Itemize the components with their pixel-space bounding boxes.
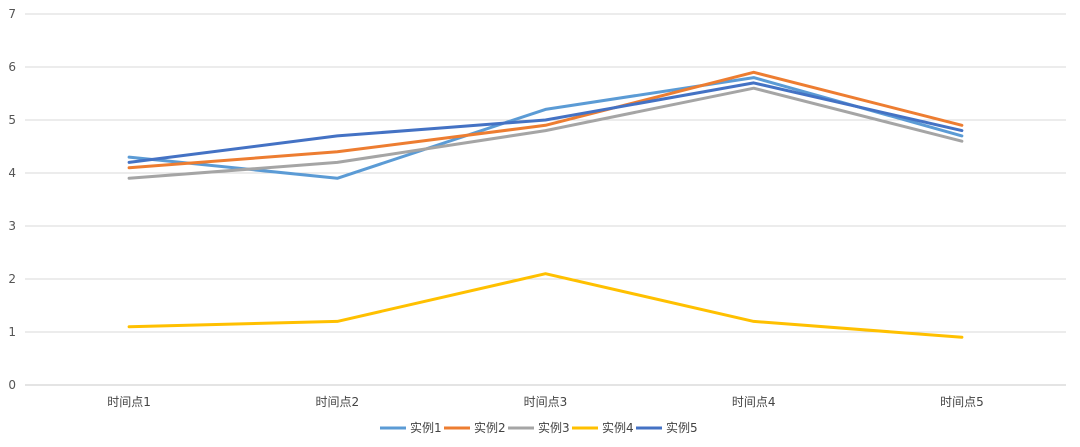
- legend-item-5[interactable]: 实例5: [636, 420, 698, 435]
- x-tick-label: 时间点5: [940, 395, 984, 409]
- x-tick-label: 时间点4: [732, 395, 776, 409]
- legend: 实例1 实例2 实例3 实例4 实例5: [380, 420, 698, 435]
- y-tick-label: 1: [8, 325, 16, 339]
- x-axis-ticks: 时间点1 时间点2 时间点3 时间点4 时间点5: [107, 395, 983, 409]
- legend-label: 实例3: [538, 420, 570, 435]
- y-tick-label: 0: [8, 378, 16, 392]
- legend-item-2[interactable]: 实例2: [444, 420, 506, 435]
- legend-item-3[interactable]: 实例3: [508, 420, 570, 435]
- legend-label: 实例1: [410, 420, 442, 435]
- series-line-3: [127, 86, 964, 180]
- legend-item-1[interactable]: 实例1: [380, 420, 442, 435]
- y-tick-label: 5: [8, 113, 16, 127]
- gridlines: [25, 13, 1066, 386]
- y-tick-label: 7: [8, 7, 16, 21]
- y-tick-label: 2: [8, 272, 16, 286]
- series-line-4: [127, 272, 964, 339]
- legend-label: 实例4: [602, 420, 634, 435]
- series-lines: [127, 70, 964, 339]
- legend-label: 实例5: [666, 420, 698, 435]
- x-tick-label: 时间点3: [524, 395, 568, 409]
- y-axis-ticks: 0 1 2 3 4 5 6 7: [8, 7, 16, 392]
- series-line-2: [127, 70, 964, 170]
- y-tick-label: 6: [8, 60, 16, 74]
- series-line-1: [127, 76, 964, 180]
- y-tick-label: 4: [8, 166, 16, 180]
- x-tick-label: 时间点1: [107, 395, 151, 409]
- legend-label: 实例2: [474, 420, 506, 435]
- x-tick-label: 时间点2: [315, 395, 359, 409]
- legend-item-4[interactable]: 实例4: [572, 420, 634, 435]
- series-line-5: [127, 81, 964, 164]
- y-tick-label: 3: [8, 219, 16, 233]
